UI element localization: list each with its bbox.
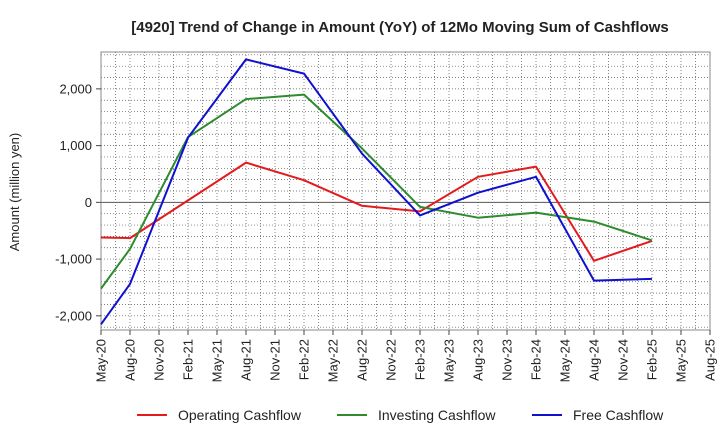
x-tick-label: Feb-22 [297,339,312,380]
plot-frame [100,51,711,331]
x-tick-label: Feb-21 [181,339,196,380]
x-tick-label: Aug-23 [471,339,486,381]
x-tick-label: May-21 [210,339,225,382]
legend: Operating Cashflow Investing Cashflow Free… [137,407,664,423]
legend-label: Operating Cashflow [178,407,302,423]
x-tick-label: May-20 [94,339,109,382]
series-line-free-cashflow [100,58,653,325]
x-tick-label: Aug-25 [703,339,718,381]
x-tick-label: Aug-22 [355,339,370,381]
x-tick-label: Nov-23 [500,339,515,381]
y-tick-label: 0 [85,195,92,210]
x-tick-label: May-25 [674,339,689,382]
y-axis-label: Amount (million yen) [7,133,22,252]
y-tick-label: -2,000 [55,308,92,323]
x-tick-label: Feb-23 [413,339,428,380]
x-tick-label: Nov-22 [384,339,399,381]
x-tick-label: Nov-24 [616,339,631,381]
x-tick-label: Aug-24 [587,339,602,381]
x-tick-label: May-23 [442,339,457,382]
series-line-investing-cashflow [100,93,653,290]
series-line-operating-cashflow [100,161,653,262]
x-tick-label: Aug-21 [239,339,254,381]
x-tick-label: Feb-25 [645,339,660,380]
x-tick-label: May-24 [558,339,573,382]
y-tick-label: 2,000 [59,81,92,96]
plot-area: -2,000 -1,000 0 1,000 2,000 May-20 Aug-20 Nov-2… [55,51,718,382]
chart-title: [4920] Trend of Change in Amount (YoY) o… [131,19,669,36]
x-tick-label: Nov-20 [152,339,167,381]
x-tick-label: Feb-24 [529,339,544,380]
y-tick-label: 1,000 [59,138,92,153]
legend-label: Investing Cashflow [378,407,496,423]
x-tick-label: Nov-21 [268,339,283,381]
y-tick-label: -1,000 [55,252,92,267]
x-tick-label: Aug-20 [123,339,138,381]
x-tick-label: May-22 [326,339,341,382]
legend-label: Free Cashflow [573,407,664,423]
